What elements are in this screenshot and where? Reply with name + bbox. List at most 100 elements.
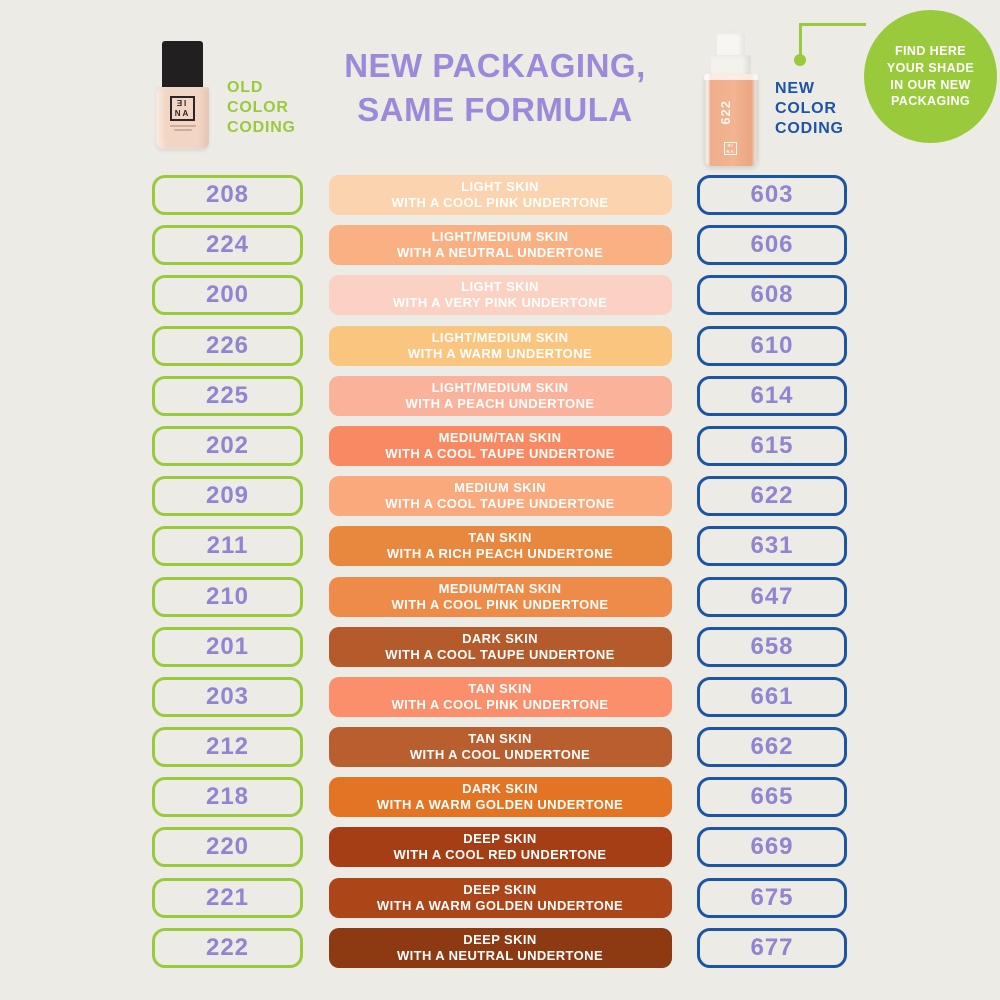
new-code-value: 677 bbox=[750, 933, 794, 961]
new-bottle-pump bbox=[717, 33, 745, 57]
new-bottle-body: 622 ƎI NA bbox=[704, 74, 758, 166]
old-code-value: 210 bbox=[205, 582, 250, 610]
new-code-box: 614 bbox=[697, 375, 847, 416]
old-color-coding-label: OLD COLOR CODING bbox=[227, 79, 296, 136]
table-row: 201 DARK SKIN WITH A COOL TAUPE UNDERTON… bbox=[152, 626, 847, 667]
skin-type-text: MEDIUM/TAN SKIN bbox=[438, 429, 562, 445]
skin-tone-swatch: DARK SKIN WITH A WARM GOLDEN UNDERTONE bbox=[328, 777, 672, 818]
skin-type-text: DARK SKIN bbox=[462, 630, 538, 646]
new-code-value: 610 bbox=[750, 331, 794, 359]
skin-tone-swatch: DEEP SKIN WITH A WARM GOLDEN UNDERTONE bbox=[328, 877, 672, 918]
skin-type-text: DEEP SKIN bbox=[463, 831, 537, 847]
old-bottle-body: ƎI NA bbox=[156, 87, 209, 149]
new-code-value: 669 bbox=[750, 833, 794, 861]
new-packaging-bottle-image: 622 ƎI NA bbox=[700, 28, 762, 168]
old-code-value: 211 bbox=[206, 532, 249, 560]
skin-tone-swatch: MEDIUM/TAN SKIN WITH A COOL PINK UNDERTO… bbox=[328, 576, 672, 617]
brand-logo-row: NA bbox=[726, 148, 735, 154]
find-your-shade-badge: FIND HERE YOUR SHADE IN OUR NEW PACKAGIN… bbox=[864, 10, 997, 143]
new-code-value: 661 bbox=[750, 682, 794, 710]
old-code-box: 226 bbox=[152, 325, 303, 366]
skin-tone-swatch: LIGHT SKIN WITH A VERY PINK UNDERTONE bbox=[328, 275, 672, 316]
old-code-box: 208 bbox=[152, 175, 303, 215]
old-code-value: 208 bbox=[205, 181, 250, 208]
skin-type-text: DEEP SKIN bbox=[463, 881, 537, 897]
connector-dot bbox=[794, 54, 806, 66]
old-packaging-bottle-image: ƎI NA bbox=[155, 40, 211, 150]
skin-type-text: TAN SKIN bbox=[468, 530, 532, 546]
skin-tone-swatch: DARK SKIN WITH A COOL TAUPE UNDERTONE bbox=[328, 626, 672, 667]
skin-type-text: LIGHT/MEDIUM SKIN bbox=[431, 229, 569, 245]
undertone-text: WITH A COOL UNDERTONE bbox=[409, 747, 591, 763]
old-code-value: 201 bbox=[205, 632, 250, 660]
undertone-text: WITH A VERY PINK UNDERTONE bbox=[392, 295, 608, 311]
undertone-text: WITH A COOL PINK UNDERTONE bbox=[391, 596, 609, 612]
old-code-value: 212 bbox=[205, 733, 250, 761]
old-bottle-finetext-line bbox=[169, 125, 196, 127]
new-code-box: 669 bbox=[697, 827, 847, 868]
skin-type-text: LIGHT/MEDIUM SKIN bbox=[431, 379, 569, 395]
old-code-value: 209 bbox=[205, 482, 250, 510]
skin-type-text: MEDIUM/TAN SKIN bbox=[438, 580, 562, 596]
skin-tone-swatch: LIGHT SKIN WITH A COOL PINK UNDERTONE bbox=[328, 175, 672, 215]
new-code-box: 603 bbox=[697, 175, 847, 215]
old-code-box: 212 bbox=[152, 727, 303, 768]
new-code-value: 665 bbox=[750, 783, 794, 811]
new-code-value: 606 bbox=[750, 231, 794, 259]
brand-logo-3ina: ƎI NA bbox=[170, 96, 195, 121]
undertone-text: WITH A COOL TAUPE UNDERTONE bbox=[385, 445, 615, 461]
new-color-coding-label: NEW COLOR CODING bbox=[775, 80, 844, 137]
old-code-box: 224 bbox=[152, 225, 303, 266]
table-row: 212 TAN SKIN WITH A COOL UNDERTONE 662 bbox=[152, 727, 847, 768]
old-code-box: 209 bbox=[152, 476, 303, 517]
skin-tone-swatch: MEDIUM/TAN SKIN WITH A COOL TAUPE UNDERT… bbox=[328, 425, 672, 466]
skin-type-text: LIGHT SKIN bbox=[461, 279, 539, 295]
undertone-text: WITH A WARM UNDERTONE bbox=[407, 345, 593, 361]
undertone-text: WITH A RICH PEACH UNDERTONE bbox=[386, 546, 614, 562]
undertone-text: WITH A WARM GOLDEN UNDERTONE bbox=[376, 897, 624, 913]
new-code-box: 661 bbox=[697, 676, 847, 717]
old-code-value: 224 bbox=[205, 231, 250, 259]
skin-tone-swatch: TAN SKIN WITH A COOL PINK UNDERTONE bbox=[328, 676, 672, 717]
connector-line-vertical bbox=[799, 23, 802, 56]
undertone-text: WITH A COOL TAUPE UNDERTONE bbox=[385, 496, 615, 512]
new-code-value: 622 bbox=[750, 482, 794, 510]
old-code-value: 221 bbox=[205, 883, 250, 911]
table-row: 225 LIGHT/MEDIUM SKIN WITH A PEACH UNDER… bbox=[152, 375, 847, 416]
brand-logo-row: ƎI bbox=[176, 99, 189, 109]
undertone-text: WITH A WARM GOLDEN UNDERTONE bbox=[376, 797, 624, 813]
table-row: 203 TAN SKIN WITH A COOL PINK UNDERTONE … bbox=[152, 676, 847, 717]
old-code-value: 200 bbox=[205, 281, 250, 309]
new-code-box: 647 bbox=[697, 576, 847, 617]
old-bottle-finetext-line bbox=[173, 129, 192, 131]
new-code-box: 662 bbox=[697, 727, 847, 768]
table-row: 222 DEEP SKIN WITH A NEUTRAL UNDERTONE 6… bbox=[152, 927, 847, 968]
new-code-box: 675 bbox=[697, 877, 847, 918]
skin-tone-swatch: TAN SKIN WITH A COOL UNDERTONE bbox=[328, 727, 672, 768]
new-code-value: 614 bbox=[750, 381, 794, 409]
old-code-box: 211 bbox=[152, 526, 303, 567]
undertone-text: WITH A COOL PINK UNDERTONE bbox=[391, 696, 609, 712]
old-code-box: 201 bbox=[152, 626, 303, 667]
new-bottle-cap-collar bbox=[711, 55, 751, 76]
old-code-box: 210 bbox=[152, 576, 303, 617]
new-code-box: 622 bbox=[697, 476, 847, 517]
old-code-value: 225 bbox=[205, 381, 250, 409]
new-code-value: 608 bbox=[750, 281, 794, 309]
table-row: 202 MEDIUM/TAN SKIN WITH A COOL TAUPE UN… bbox=[152, 425, 847, 466]
table-row: 221 DEEP SKIN WITH A WARM GOLDEN UNDERTO… bbox=[152, 877, 847, 918]
new-code-value: 603 bbox=[750, 181, 794, 208]
old-code-value: 202 bbox=[205, 431, 250, 459]
undertone-text: WITH A PEACH UNDERTONE bbox=[405, 395, 595, 411]
skin-type-text: MEDIUM SKIN bbox=[454, 480, 546, 496]
skin-type-text: TAN SKIN bbox=[468, 680, 532, 696]
old-code-box: 203 bbox=[152, 676, 303, 717]
table-row: 226 LIGHT/MEDIUM SKIN WITH A WARM UNDERT… bbox=[152, 325, 847, 366]
skin-tone-swatch: LIGHT/MEDIUM SKIN WITH A PEACH UNDERTONE bbox=[328, 375, 672, 416]
new-code-value: 647 bbox=[750, 582, 794, 610]
new-code-value: 662 bbox=[750, 733, 794, 761]
new-code-box: 658 bbox=[697, 626, 847, 667]
old-code-box: 220 bbox=[152, 827, 303, 868]
new-code-value: 675 bbox=[750, 883, 794, 911]
